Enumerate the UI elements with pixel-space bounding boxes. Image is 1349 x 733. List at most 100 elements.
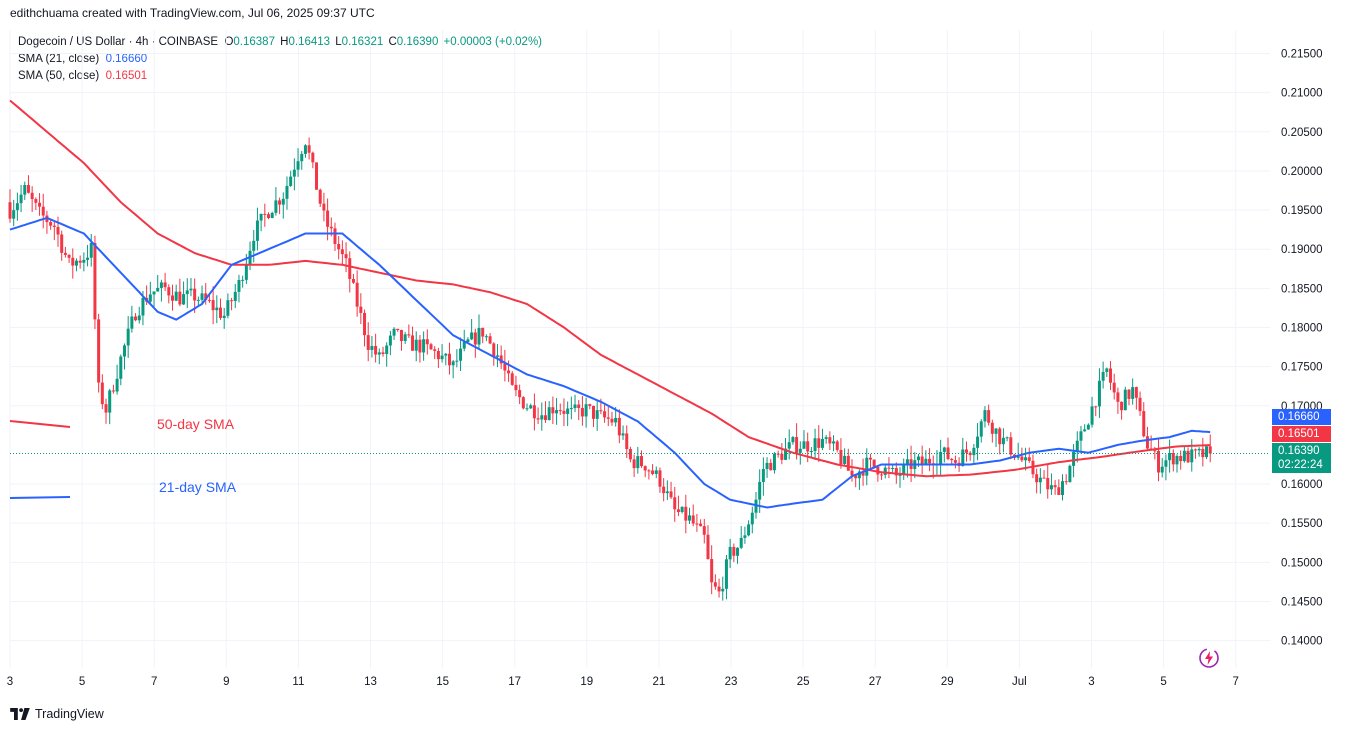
candle-body [525, 408, 529, 410]
candle-body [654, 470, 658, 474]
candle-body [942, 447, 946, 452]
candle-body [1153, 450, 1157, 452]
candle-body [769, 462, 773, 471]
candle-body [1005, 437, 1009, 439]
y-tick-label: 0.17500 [1281, 362, 1323, 374]
candle-body [861, 471, 865, 476]
candle-body [1061, 481, 1065, 496]
candle-body [990, 422, 994, 434]
x-tick-label: 3 [6, 676, 14, 688]
candle-body [459, 348, 463, 361]
last-price-value: 0.16390 [1278, 445, 1320, 457]
flash-icon[interactable] [1197, 646, 1221, 670]
legend-open: 0.16387 [233, 36, 275, 48]
y-tick-label: 0.15500 [1281, 518, 1323, 530]
candle-body [226, 300, 230, 316]
candle-body [555, 410, 559, 414]
candle-body [651, 470, 655, 474]
candle-body [543, 415, 547, 421]
candle-body [784, 448, 788, 460]
candle-body [1101, 371, 1105, 381]
candle-body [1116, 392, 1120, 402]
candle-body [1179, 455, 1183, 462]
candle-body [381, 352, 385, 355]
candle-body [1083, 429, 1087, 432]
candle-body [12, 210, 16, 219]
candle-body [820, 438, 824, 448]
candle-body [38, 202, 42, 207]
candle-body [429, 344, 433, 350]
candle-body [702, 526, 706, 535]
legend-sma21-row[interactable]: SMA (21, close) 0.16660 [18, 51, 544, 68]
candle-body [603, 411, 607, 418]
candle-body [946, 447, 950, 459]
x-tick-label: 25 [796, 676, 810, 688]
candle-body [233, 291, 237, 301]
candle-body [1186, 450, 1190, 463]
candle-body [340, 249, 344, 255]
candle-body [832, 441, 836, 444]
candle-body [972, 447, 976, 456]
candle-body [182, 294, 186, 305]
candle-body [551, 407, 555, 414]
candle-body [1175, 455, 1179, 465]
candle-body [126, 328, 130, 346]
candle-body [732, 546, 736, 556]
footer-brand[interactable]: TradingView [10, 707, 104, 721]
candle-body [440, 355, 444, 360]
candle-body [34, 199, 38, 203]
candle-body [230, 300, 234, 302]
candle-body [115, 378, 119, 392]
candle-body [628, 449, 632, 460]
candle-body [835, 441, 839, 450]
candle-body [1057, 487, 1061, 496]
candle-body [950, 458, 954, 461]
candles [8, 137, 1212, 601]
candle-body [787, 442, 791, 449]
candle-body [255, 220, 259, 241]
candle-body [562, 410, 566, 414]
candle-body [953, 460, 957, 463]
candle-body [1105, 368, 1109, 372]
x-tick-label: 19 [580, 676, 594, 688]
candle-body [854, 475, 858, 479]
candle-body [163, 282, 167, 288]
candle-body [366, 335, 370, 350]
candle-body [850, 470, 854, 476]
candle-body [743, 535, 747, 538]
legend-symbol[interactable]: Dogecoin / US Dollar · 4h · COINBASE [18, 36, 219, 48]
x-tick-label: 13 [364, 676, 377, 688]
candle-body [1164, 460, 1168, 467]
candle-body [817, 438, 821, 448]
candle-body [26, 185, 30, 193]
sma21-annotation-line [9, 496, 71, 499]
candle-body [436, 350, 440, 360]
x-tick-label: 27 [868, 676, 882, 688]
candle-body [348, 258, 352, 279]
candle-body [1197, 448, 1201, 451]
candle-body [425, 339, 429, 345]
candle-body [281, 198, 285, 205]
candle-body [916, 456, 920, 461]
candle-body [108, 390, 112, 413]
candle-body [433, 349, 437, 351]
candle-body [857, 471, 861, 479]
candle-body [521, 397, 525, 409]
legend-l-label: L [335, 36, 342, 48]
legend-sma50-row[interactable]: SMA (50, close) 0.16501 [18, 68, 544, 85]
candle-body [1024, 457, 1028, 461]
y-tick-label: 0.14000 [1281, 636, 1323, 648]
candle-body [1094, 406, 1098, 408]
candle-body [148, 294, 152, 302]
candle-body [207, 299, 211, 301]
candle-body [488, 336, 492, 344]
candle-body [662, 486, 666, 494]
candle-body [540, 415, 544, 420]
candle-body [418, 339, 422, 353]
y-tick-label: 0.19000 [1281, 244, 1323, 256]
candle-body [518, 390, 522, 398]
x-tick-label: 3 [1088, 676, 1095, 688]
candle-body [1171, 453, 1175, 465]
candle-body [285, 185, 289, 199]
